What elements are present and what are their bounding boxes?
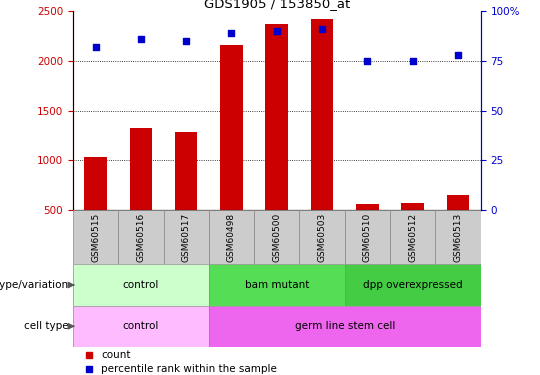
- Point: [408, 58, 417, 64]
- Text: GSM60510: GSM60510: [363, 213, 372, 262]
- Title: GDS1905 / 153850_at: GDS1905 / 153850_at: [204, 0, 350, 10]
- Point: [227, 30, 236, 36]
- Text: count: count: [102, 350, 131, 360]
- Bar: [345, 264, 481, 306]
- Point: [91, 44, 100, 50]
- Text: genotype/variation: genotype/variation: [0, 280, 69, 290]
- Point: [273, 28, 281, 34]
- Bar: [84, 158, 107, 210]
- Bar: [401, 202, 424, 210]
- Bar: [345, 210, 390, 264]
- Text: GSM60500: GSM60500: [272, 213, 281, 262]
- Bar: [73, 264, 209, 306]
- Bar: [73, 210, 118, 264]
- Bar: [310, 19, 333, 210]
- Text: GSM60517: GSM60517: [181, 213, 191, 262]
- Text: GSM60498: GSM60498: [227, 213, 236, 262]
- Text: control: control: [123, 321, 159, 331]
- Bar: [447, 195, 469, 210]
- Text: germ line stem cell: germ line stem cell: [294, 321, 395, 331]
- Bar: [209, 210, 254, 264]
- Bar: [175, 132, 198, 210]
- Text: GSM60515: GSM60515: [91, 213, 100, 262]
- Bar: [209, 306, 481, 347]
- Bar: [164, 210, 209, 264]
- Bar: [299, 210, 345, 264]
- Text: GSM60503: GSM60503: [318, 213, 327, 262]
- Point: [318, 26, 326, 32]
- Text: control: control: [123, 280, 159, 290]
- Text: GSM60513: GSM60513: [454, 213, 462, 262]
- Bar: [130, 128, 152, 210]
- Point: [363, 58, 372, 64]
- Bar: [435, 210, 481, 264]
- Bar: [266, 24, 288, 210]
- Bar: [254, 210, 299, 264]
- Point: [137, 36, 145, 42]
- Bar: [118, 210, 164, 264]
- Text: bam mutant: bam mutant: [245, 280, 309, 290]
- Text: GSM60516: GSM60516: [137, 213, 145, 262]
- Bar: [209, 264, 345, 306]
- Text: dpp overexpressed: dpp overexpressed: [363, 280, 462, 290]
- Text: percentile rank within the sample: percentile rank within the sample: [102, 364, 278, 374]
- Bar: [356, 204, 379, 210]
- Bar: [390, 210, 435, 264]
- Point: [182, 38, 191, 44]
- Text: GSM60512: GSM60512: [408, 213, 417, 262]
- Bar: [73, 306, 209, 347]
- Bar: [220, 45, 243, 210]
- Point: [454, 52, 462, 58]
- Text: cell type: cell type: [24, 321, 69, 331]
